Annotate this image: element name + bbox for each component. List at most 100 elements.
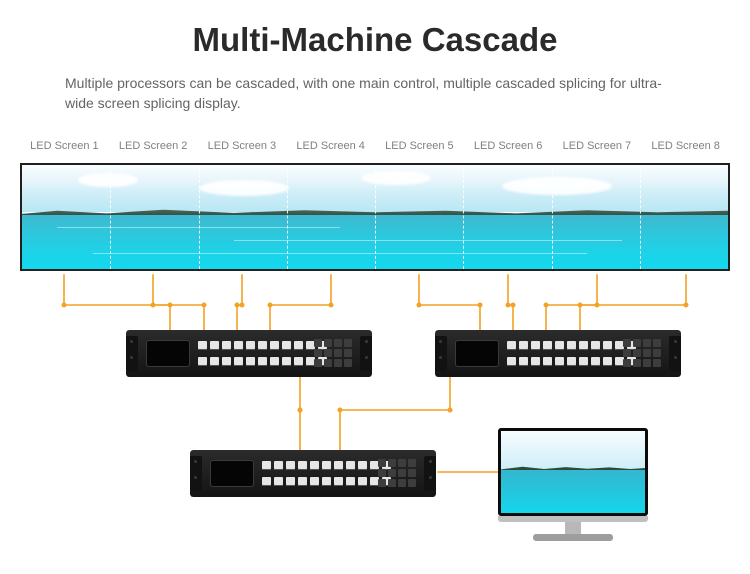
wire-junction xyxy=(478,303,483,308)
processor-button xyxy=(507,357,516,366)
wire-junction xyxy=(338,408,343,413)
processor-button xyxy=(358,461,367,470)
wire xyxy=(270,275,331,330)
processor-button xyxy=(358,477,367,486)
keypad-key xyxy=(344,349,352,357)
processor-button xyxy=(591,357,600,366)
keypad-key xyxy=(344,339,352,347)
keypad xyxy=(314,339,352,367)
rack-hole xyxy=(429,460,432,463)
keypad-key xyxy=(388,469,396,477)
keypad-key xyxy=(314,349,322,357)
monitor-stand-base xyxy=(533,534,613,541)
proc-bottom xyxy=(190,450,436,497)
processor-button xyxy=(507,341,516,350)
wire-junction xyxy=(62,303,67,308)
keypad-key xyxy=(324,339,332,347)
processor-button xyxy=(519,357,528,366)
keypad-key xyxy=(623,359,631,367)
processor-button xyxy=(246,357,255,366)
wire xyxy=(340,377,450,450)
wire xyxy=(546,275,597,330)
wire xyxy=(508,275,513,330)
processor-button xyxy=(322,477,331,486)
processor-button xyxy=(262,461,271,470)
keypad-key xyxy=(408,469,416,477)
processor-button xyxy=(346,477,355,486)
processor-button xyxy=(531,357,540,366)
keypad-key xyxy=(623,349,631,357)
rack-hole xyxy=(439,340,442,343)
processor-button xyxy=(294,341,303,350)
rack-hole xyxy=(429,476,432,479)
wire-junction xyxy=(417,303,422,308)
rack-hole xyxy=(365,356,368,359)
processor-lcd xyxy=(210,460,254,487)
wire-junction xyxy=(506,303,511,308)
keypad-key xyxy=(653,339,661,347)
processor-button xyxy=(579,357,588,366)
processor-lcd xyxy=(455,340,499,367)
processor-button xyxy=(298,477,307,486)
button-row xyxy=(507,341,636,350)
wire xyxy=(64,275,170,330)
processor-button xyxy=(270,357,279,366)
processor-button xyxy=(234,357,243,366)
rack-hole xyxy=(130,340,133,343)
keypad-key xyxy=(378,469,386,477)
processor-button xyxy=(543,341,552,350)
keypad xyxy=(623,339,661,367)
processor-button xyxy=(222,357,231,366)
processor-button xyxy=(210,341,219,350)
wire xyxy=(419,275,480,330)
processor-button xyxy=(334,477,343,486)
processor-button xyxy=(198,341,207,350)
keypad-key xyxy=(334,339,342,347)
keypad-key xyxy=(344,359,352,367)
wire xyxy=(580,275,686,330)
rack-hole xyxy=(194,476,197,479)
keypad-key xyxy=(643,339,651,347)
processor-button xyxy=(346,461,355,470)
processor-button xyxy=(294,357,303,366)
button-row xyxy=(198,357,327,366)
processor-button xyxy=(258,357,267,366)
processor-button xyxy=(567,341,576,350)
processor-button xyxy=(286,477,295,486)
keypad-key xyxy=(633,359,641,367)
processor-button xyxy=(210,357,219,366)
rack-hole xyxy=(130,356,133,359)
wire-junction xyxy=(511,303,516,308)
rack-hole xyxy=(674,356,677,359)
keypad xyxy=(378,459,416,487)
processor-button xyxy=(198,357,207,366)
wire-junction xyxy=(329,303,334,308)
rack-hole xyxy=(194,460,197,463)
wire-junction xyxy=(202,303,207,308)
processor-button xyxy=(286,461,295,470)
keypad-key xyxy=(398,479,406,487)
processor-button xyxy=(555,341,564,350)
proc-top-right xyxy=(435,330,681,377)
processor-button xyxy=(282,341,291,350)
keypad-key xyxy=(653,349,661,357)
processor-button xyxy=(270,341,279,350)
processor-button xyxy=(603,341,612,350)
keypad-key xyxy=(388,459,396,467)
monitor-stand-neck xyxy=(565,522,581,534)
button-row xyxy=(507,357,636,366)
keypad-key xyxy=(408,479,416,487)
keypad-key xyxy=(334,349,342,357)
processor-button xyxy=(334,461,343,470)
processor-button xyxy=(310,477,319,486)
keypad-key xyxy=(623,339,631,347)
keypad-key xyxy=(633,339,641,347)
monitor-sky xyxy=(501,431,645,469)
keypad-key xyxy=(398,459,406,467)
keypad-key xyxy=(314,339,322,347)
keypad-key xyxy=(324,349,332,357)
wire-junction xyxy=(298,408,303,413)
wire-junction xyxy=(240,303,245,308)
keypad-key xyxy=(378,459,386,467)
processor-button xyxy=(555,357,564,366)
